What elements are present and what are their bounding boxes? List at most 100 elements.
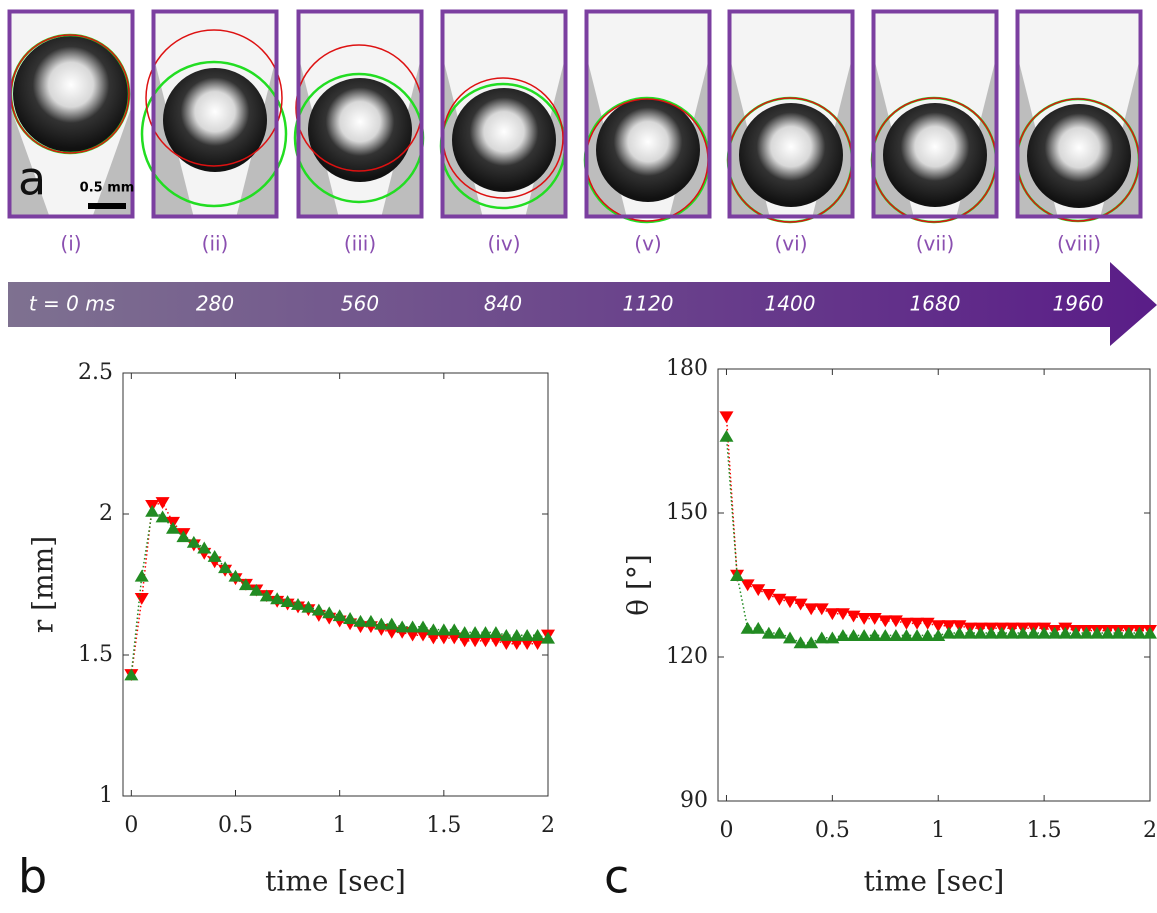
data-point <box>835 608 850 621</box>
plot-frame <box>122 372 549 797</box>
data-point <box>719 411 734 424</box>
data-point <box>878 629 893 641</box>
frame-label: (i) <box>60 232 81 256</box>
plot-frame <box>717 368 1151 802</box>
data-point <box>322 606 337 619</box>
data-point <box>1090 626 1105 639</box>
time-arrow <box>8 262 1157 346</box>
frame <box>7 9 135 219</box>
y-tick-label: 1 <box>99 783 113 808</box>
frame-border <box>7 9 135 219</box>
data-point <box>1068 626 1083 639</box>
data-point <box>1037 626 1052 639</box>
data-point <box>1015 626 1030 639</box>
time-label: 1680 <box>910 292 961 316</box>
frame-label: (iv) <box>488 232 521 256</box>
y-tick-label: 90 <box>680 788 708 813</box>
frame-border <box>1015 9 1143 219</box>
panel-label: a <box>18 152 46 206</box>
data-point <box>793 598 808 611</box>
data-point <box>270 592 285 605</box>
data-point <box>994 626 1009 639</box>
data-point <box>509 638 524 651</box>
frames <box>7 9 1143 224</box>
data-point <box>436 623 451 636</box>
data-point <box>814 603 829 616</box>
frame-label: (ii) <box>202 232 229 256</box>
frame <box>726 9 855 224</box>
data-point <box>301 600 316 613</box>
data-point <box>478 635 493 648</box>
data-point <box>846 629 861 641</box>
data-point <box>457 626 472 639</box>
frame-border <box>296 9 424 219</box>
data-point <box>249 583 264 596</box>
data-point <box>793 636 808 649</box>
data-point <box>395 620 410 633</box>
data-point <box>963 626 977 639</box>
frame-border <box>440 9 568 219</box>
data-point <box>1058 626 1073 639</box>
data-point <box>751 584 766 597</box>
droplet <box>452 88 556 192</box>
frame-label: (iii) <box>344 232 376 256</box>
data-point <box>941 620 956 633</box>
x-tick-label: 0 <box>719 818 733 843</box>
series-line <box>725 436 1150 644</box>
data-point <box>783 631 797 644</box>
data-point <box>1121 626 1136 639</box>
data-point <box>931 629 946 641</box>
data-point <box>426 623 441 636</box>
frame-label: (viii) <box>1057 232 1101 256</box>
data-point <box>1132 626 1147 639</box>
data-point <box>1079 626 1094 639</box>
data-point <box>436 632 451 645</box>
data-point <box>899 629 914 641</box>
x-axis-label: time [sec] <box>265 865 406 898</box>
data-point <box>1111 626 1126 639</box>
data-point <box>447 632 462 645</box>
frame <box>140 9 288 219</box>
data-point <box>416 629 430 642</box>
data-point <box>973 626 988 639</box>
x-tick-label: 2 <box>541 813 555 838</box>
data-point <box>405 620 420 633</box>
droplet <box>596 98 700 202</box>
frame-label: (vi) <box>775 232 808 256</box>
data-point <box>814 631 829 644</box>
data-point <box>825 631 840 644</box>
scale-bar <box>88 203 126 209</box>
data-point <box>447 623 462 636</box>
x-axis-label: time [sec] <box>864 865 1005 898</box>
data-point <box>910 629 925 641</box>
fit-circle <box>145 29 283 167</box>
data-point <box>488 626 503 639</box>
frame <box>1015 9 1143 223</box>
y-tick-label: 180 <box>666 356 708 381</box>
data-point <box>846 610 861 623</box>
data-point <box>384 617 399 630</box>
data-point <box>920 617 935 630</box>
time-label: 840 <box>484 292 522 316</box>
x-tick-label: 0 <box>124 813 138 838</box>
data-point <box>134 569 149 582</box>
data-point <box>457 635 472 648</box>
data-point <box>920 629 935 641</box>
series-line <box>130 510 549 675</box>
data-point <box>1100 626 1115 639</box>
data-point <box>166 521 180 534</box>
data-point <box>176 530 191 543</box>
data-point <box>730 569 745 581</box>
data-point <box>145 504 160 517</box>
droplet <box>13 36 129 152</box>
data-point <box>740 621 755 634</box>
x-tick-label: 1.5 <box>1027 818 1062 843</box>
data-point <box>311 603 326 616</box>
data-point <box>530 628 545 641</box>
data-point <box>384 626 399 639</box>
data-point <box>218 561 233 574</box>
data-point <box>1143 626 1157 639</box>
data-point <box>343 612 358 624</box>
time-label: 280 <box>196 292 234 316</box>
data-point <box>291 597 305 610</box>
